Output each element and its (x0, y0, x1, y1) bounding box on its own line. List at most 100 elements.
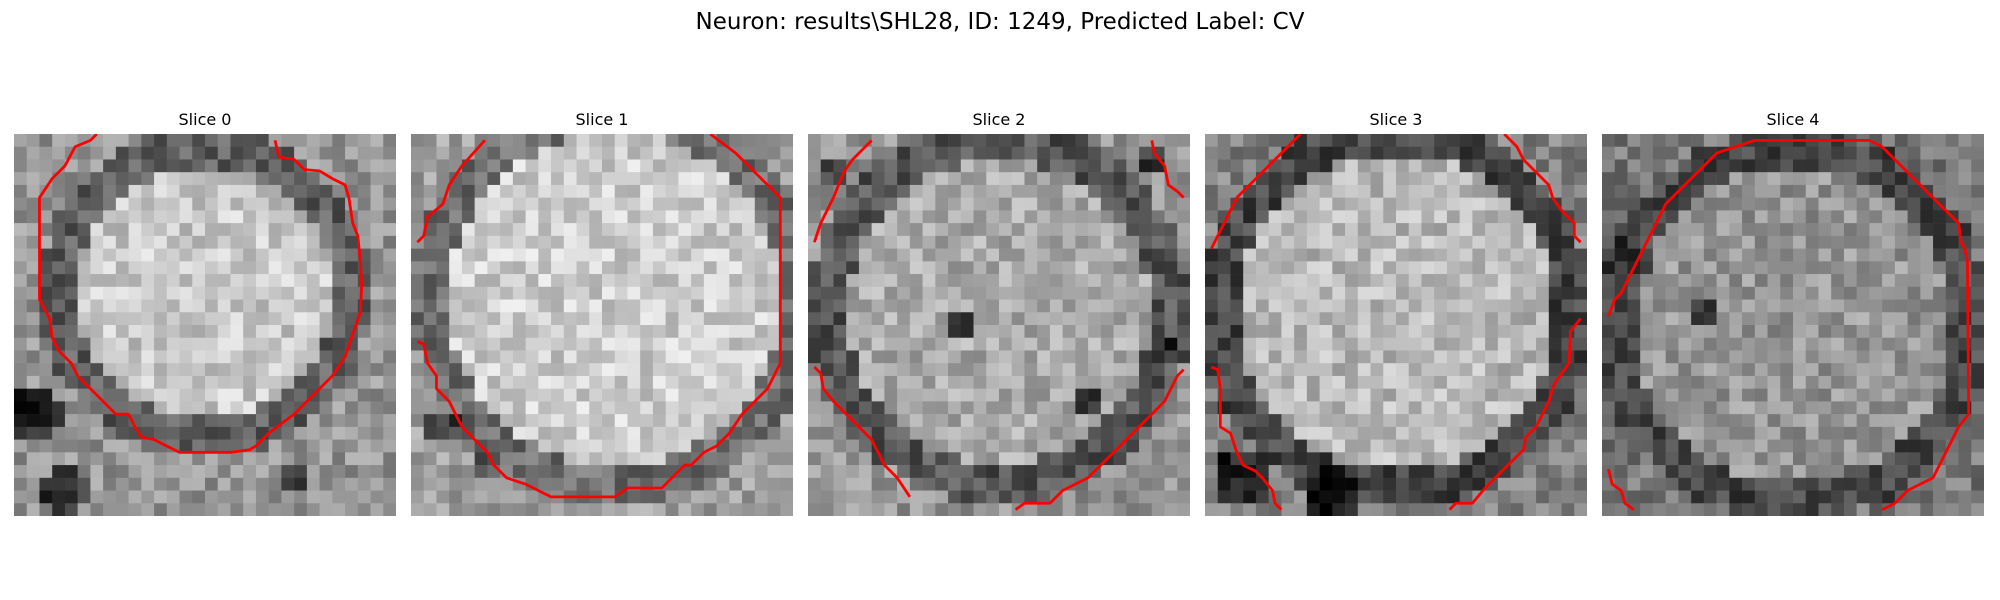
image-pixel (255, 184, 269, 198)
image-pixel (1678, 452, 1692, 466)
image-pixel (1281, 184, 1295, 198)
image-pixel (103, 350, 117, 364)
image-pixel (576, 375, 590, 389)
image-pixel (858, 197, 872, 211)
image-pixel (999, 286, 1012, 300)
image-pixel (1243, 375, 1257, 389)
image-pixel (370, 184, 384, 198)
image-pixel (1294, 503, 1308, 516)
image-pixel (345, 388, 359, 402)
image-pixel (1574, 197, 1587, 211)
image-pixel (1485, 235, 1499, 249)
image-pixel (1793, 274, 1806, 288)
image-pixel (1665, 235, 1679, 249)
image-pixel (1742, 465, 1756, 479)
image-pixel (1011, 159, 1025, 173)
image-pixel (26, 312, 40, 326)
image-pixel (1472, 312, 1486, 326)
image-pixel (1421, 439, 1435, 453)
segmentation-outline (1210, 365, 1283, 511)
image-pixel (627, 312, 641, 326)
image-pixel (1088, 363, 1102, 377)
image-pixel (1446, 210, 1460, 224)
image-pixel (1459, 248, 1473, 262)
image-pixel (1548, 337, 1562, 351)
image-pixel (858, 146, 872, 160)
image-pixel (1396, 503, 1409, 516)
image-pixel (884, 223, 898, 237)
image-pixel (884, 134, 898, 147)
image-pixel (1421, 146, 1435, 160)
image-pixel (1818, 477, 1832, 491)
image-pixel (1907, 299, 1921, 313)
image-pixel (1703, 248, 1717, 262)
image-pixel (576, 325, 590, 338)
image-pixel (1831, 223, 1845, 237)
image-pixel (525, 350, 539, 364)
image-pixel (909, 465, 923, 479)
image-pixel (1357, 375, 1371, 389)
image-pixel (1780, 312, 1794, 326)
image-pixel (986, 235, 1000, 249)
image-pixel (319, 401, 333, 415)
image-pixel (1678, 223, 1692, 237)
image-pixel (306, 452, 320, 466)
image-pixel (332, 146, 346, 160)
image-pixel (678, 134, 692, 147)
image-pixel (833, 363, 847, 377)
image-pixel (1691, 477, 1705, 491)
image-pixel (1281, 426, 1295, 440)
image-pixel (1561, 248, 1575, 262)
image-pixel (77, 426, 91, 440)
image-pixel (525, 197, 539, 211)
image-pixel (1177, 465, 1190, 479)
image-pixel (871, 337, 885, 351)
image-pixel (411, 172, 424, 186)
image-pixel (820, 439, 834, 453)
image-pixel (576, 134, 590, 147)
image-pixel (103, 337, 117, 351)
image-pixel (449, 439, 463, 453)
image-pixel (1151, 172, 1165, 186)
image-pixel (1831, 210, 1845, 224)
image-pixel (1370, 375, 1384, 389)
image-pixel (1716, 235, 1730, 249)
image-pixel (767, 477, 781, 491)
image-pixel (423, 312, 437, 326)
image-pixel (512, 312, 526, 326)
image-pixel (1024, 414, 1038, 428)
image-pixel (1818, 235, 1832, 249)
image-pixel (1151, 235, 1165, 249)
image-pixel (729, 465, 743, 479)
image-pixel (1383, 426, 1397, 440)
image-pixel (922, 375, 936, 389)
image-pixel (1843, 197, 1857, 211)
image-pixel (1319, 490, 1333, 504)
image-pixel (1446, 299, 1460, 313)
image-pixel (1882, 363, 1896, 377)
image-pixel (1177, 337, 1190, 351)
image-pixel (474, 337, 488, 351)
image-pixel (538, 375, 552, 389)
image-pixel (973, 439, 987, 453)
image-pixel (1255, 337, 1269, 351)
image-pixel (1113, 312, 1127, 326)
image-pixel (551, 184, 565, 198)
image-pixel (1217, 337, 1231, 351)
image-pixel (1831, 503, 1845, 516)
image-pixel (1742, 439, 1756, 453)
image-pixel (345, 426, 359, 440)
image-pixel (935, 426, 949, 440)
image-pixel (1164, 503, 1178, 516)
image-pixel (141, 401, 155, 415)
image-pixel (1818, 337, 1832, 351)
image-pixel (1869, 477, 1883, 491)
image-pixel (551, 312, 565, 326)
image-pixel (767, 197, 781, 211)
image-pixel (897, 286, 911, 300)
image-pixel (26, 350, 40, 364)
image-pixel (205, 465, 218, 479)
image-pixel (1217, 248, 1231, 262)
image-pixel (1894, 184, 1908, 198)
image-pixel (154, 223, 168, 237)
